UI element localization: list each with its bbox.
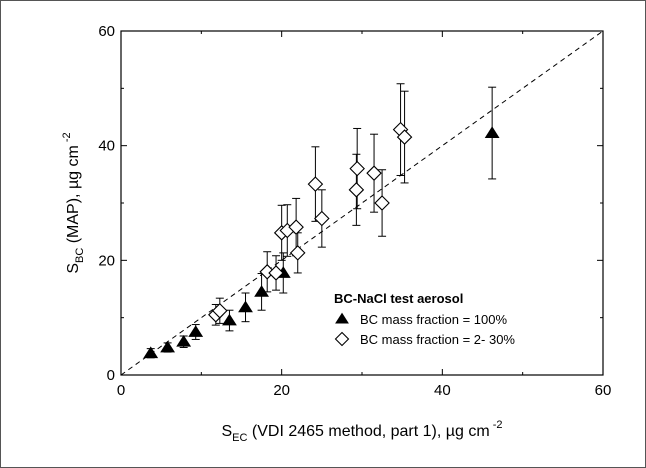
data-point-triangle [238, 300, 253, 313]
data-point-triangle [188, 325, 204, 337]
data-point-diamond [268, 265, 284, 281]
legend-marker-diamond [334, 331, 350, 347]
data-point-diamond [289, 245, 306, 261]
data-point-diamond [396, 129, 413, 145]
data-point-triangle [254, 285, 269, 297]
data-point-triangle [160, 340, 176, 353]
data-point-diamond [374, 195, 390, 211]
x-tick-label: 0 [117, 382, 125, 399]
data-point-diamond [212, 303, 228, 319]
data-point-triangle [484, 126, 500, 138]
x-axis-label: SEC (VDI 2465 method, part 1), µg cm -2 [221, 419, 502, 444]
y-tick-label: 60 [98, 23, 115, 40]
x-tick-label: 20 [273, 382, 290, 399]
data-point-triangle [222, 313, 237, 326]
y-axis-label: SBC (MAP), µg cm -2 [61, 132, 86, 273]
data-point-triangle [143, 346, 159, 359]
x-tick-label: 40 [434, 382, 451, 399]
y-tick-label: 20 [98, 252, 115, 269]
y-tick-label: 0 [107, 367, 115, 384]
data-point-diamond [348, 182, 365, 198]
data-point-diamond [307, 176, 324, 192]
legend-marker-triangle [335, 312, 349, 324]
data-point-diamond [314, 210, 330, 227]
data-point-diamond [288, 219, 304, 235]
data-point-diamond [366, 165, 382, 181]
y-tick-label: 40 [98, 138, 115, 155]
legend-label: BC mass fraction = 2- 30% [360, 332, 515, 347]
legend-title: BC-NaCl test aerosol [334, 291, 463, 306]
legend-label: BC mass fraction = 100% [360, 312, 507, 327]
x-tick-label: 60 [595, 382, 612, 399]
data-point-triangle [176, 334, 192, 347]
data-point-diamond [349, 160, 365, 177]
